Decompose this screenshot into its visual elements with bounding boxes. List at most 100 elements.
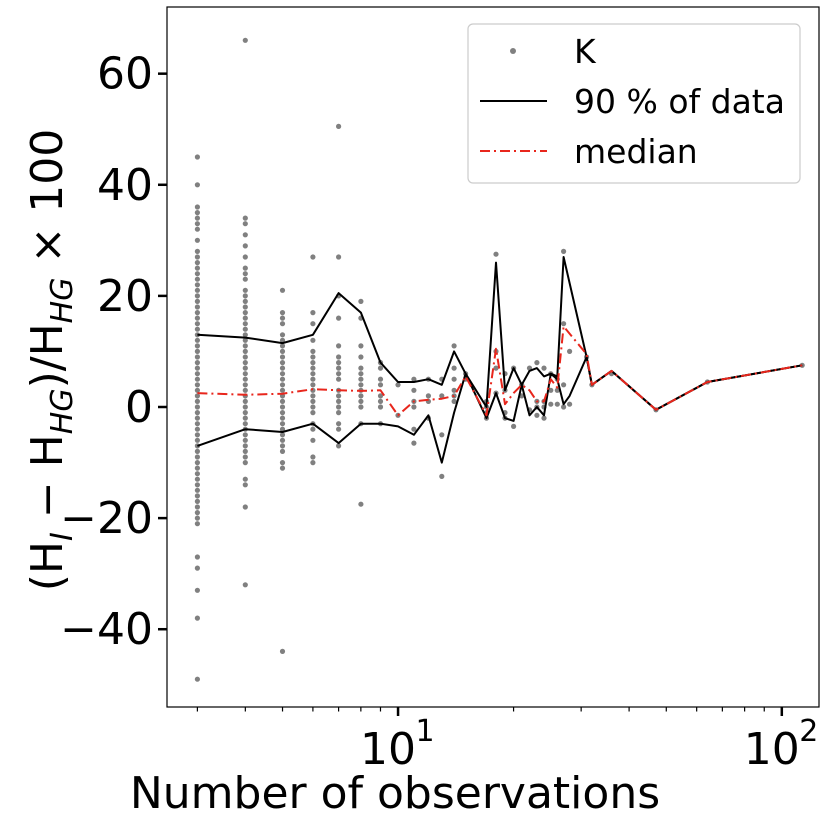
data-point [279,315,286,321]
data-point [194,337,200,343]
data-point [194,498,200,504]
data-point [279,337,286,343]
data-point [377,393,384,399]
data-point [242,254,248,260]
data-point [194,260,200,266]
x-axis-label: Number of observations [130,768,660,819]
ylabel-sub-i: I [45,532,80,541]
data-point [377,404,384,410]
data-point [279,398,286,404]
data-point [561,382,567,388]
data-point [279,410,286,416]
data-point [451,387,457,393]
data-point [279,354,286,360]
data-point [411,387,417,393]
data-point [310,426,316,432]
data-point [242,421,248,427]
data-point [194,615,200,621]
data-point [242,482,248,488]
data-point [194,254,200,260]
data-point [411,440,417,446]
data-point [336,354,342,360]
data-point [451,343,457,349]
data-point [336,421,342,427]
y-axis-ticks: −40 −20 0 20 40 60 [60,49,167,655]
data-point [451,365,457,371]
data-point [336,376,342,382]
ylabel-tail: × 100 [22,129,73,278]
data-point [242,504,248,510]
data-point [310,437,316,443]
data-point [377,365,384,371]
data-point [279,343,286,349]
data-point [194,387,200,393]
data-point [358,354,364,360]
data-point [411,426,417,432]
data-point [411,376,417,382]
data-point [194,426,200,432]
data-point [336,404,342,410]
x-tick-exponent: 2 [799,714,818,749]
ylabel-mid: )/H [22,323,73,388]
data-point [194,587,200,593]
data-point [194,410,200,416]
data-point [242,221,248,227]
data-point [242,337,248,343]
data-point [194,182,200,188]
y-tick-label: 60 [97,49,153,100]
data-point [194,293,200,299]
data-point [411,404,417,410]
data-point [242,398,248,404]
data-point [279,387,286,393]
data-point [279,360,286,366]
data-point [439,473,445,479]
y-tick-label: −40 [60,604,153,655]
data-point [336,398,342,404]
x-tick-label: 10 [744,724,800,775]
data-point [336,123,342,129]
data-point [279,376,286,382]
data-point [194,421,200,427]
data-point [242,332,248,338]
data-point [358,382,364,388]
data-point [242,321,248,327]
data-point [242,448,248,454]
data-point [242,365,248,371]
y-tick-label: 20 [97,271,153,322]
ylabel-open: (H [22,541,73,591]
data-point [336,315,342,321]
data-point [194,382,200,388]
data-point [194,210,200,216]
data-point [242,315,248,321]
data-point [194,248,200,254]
data-point [561,404,567,410]
legend-label-median: median [574,132,698,171]
data-point [358,376,364,382]
data-point [510,423,517,429]
data-point [534,412,540,418]
data-point [194,343,200,349]
data-point [194,554,200,560]
data-point [310,393,316,399]
data-point [242,376,248,382]
data-point [310,254,316,260]
data-point [194,509,200,516]
data-point [242,293,248,299]
data-point [548,387,554,393]
ylabel-minus: − H [22,434,73,532]
data-point [194,432,200,438]
data-point [336,371,342,377]
data-point [310,371,316,377]
data-point [310,310,316,316]
data-point [194,215,200,221]
data-point [425,393,431,399]
data-point [194,376,200,382]
data-point [534,360,540,366]
data-point [336,443,342,449]
data-point [242,437,248,443]
data-point [279,287,286,293]
data-point [194,493,200,499]
data-point [194,315,200,321]
data-point [194,365,200,371]
data-point [242,404,248,410]
